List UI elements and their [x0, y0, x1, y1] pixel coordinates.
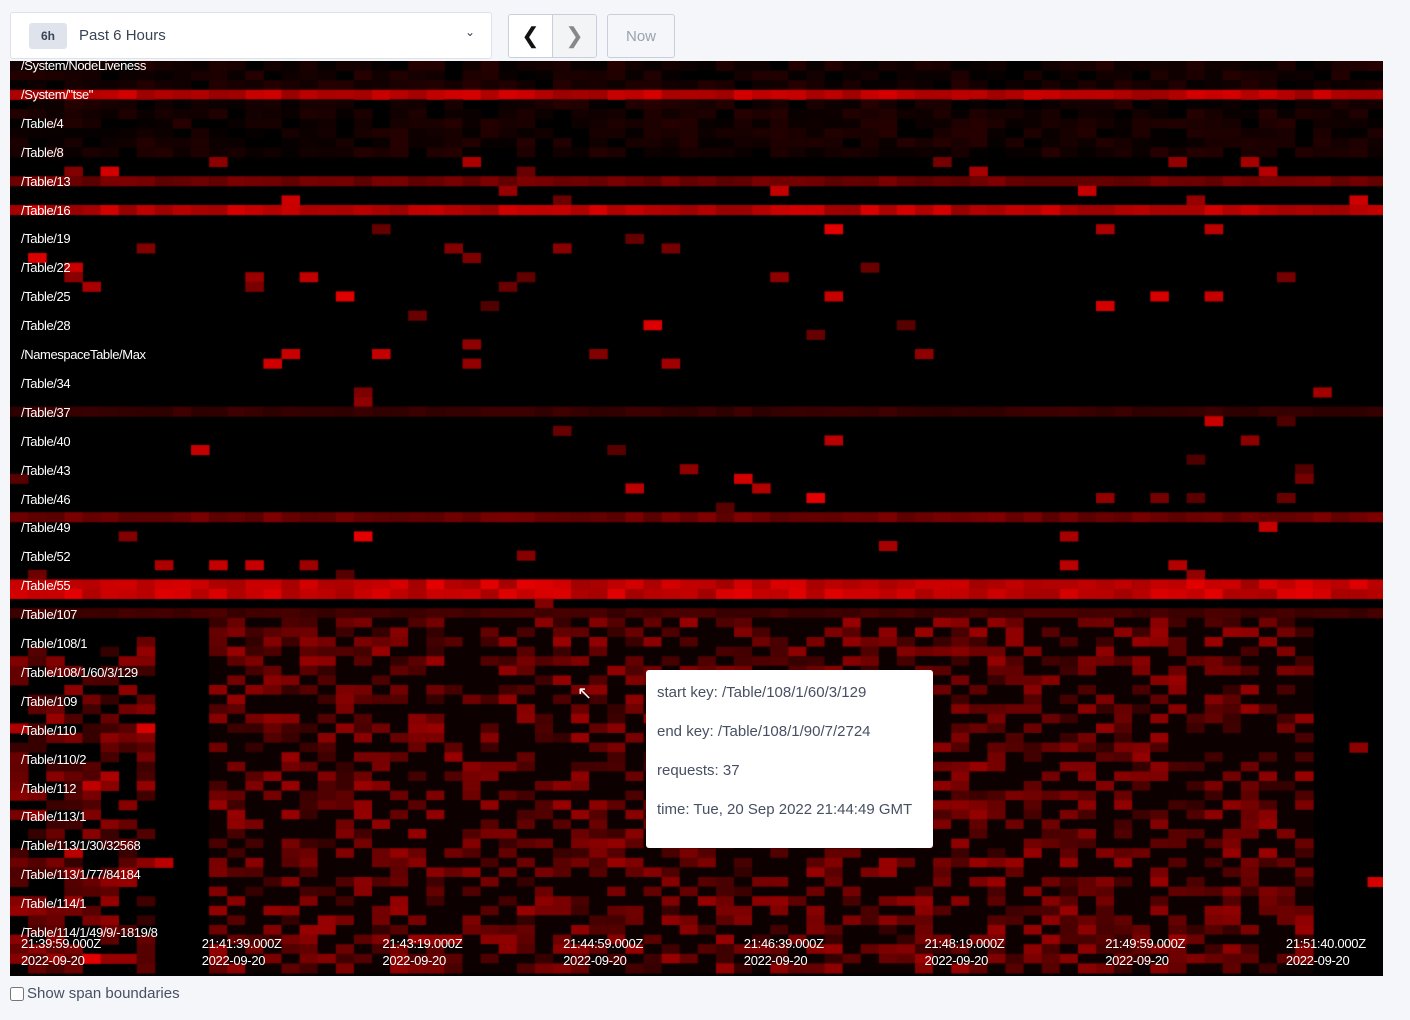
chevron-down-icon: ⌄ [464, 25, 475, 39]
key-label: /Table/8 [21, 144, 64, 160]
time-label-date: 2022-09-20 [743, 953, 808, 968]
time-axis-label: 21:51:40.000Z 2022-09-20 [1286, 935, 1366, 969]
time-range-selector[interactable]: 6h Past 6 Hours ⌄ [10, 12, 492, 59]
time-axis-label: 21:41:39.000Z 2022-09-20 [202, 935, 282, 969]
key-label: /Table/110/2 [21, 751, 87, 767]
time-axis-label: 21:46:39.000Z 2022-09-20 [744, 935, 824, 969]
key-label: /Table/113/1 [21, 809, 87, 825]
key-label: /Table/4 [21, 115, 64, 131]
time-range-label: Past 6 Hours [79, 27, 166, 44]
chevron-left-icon: ❮ [521, 23, 540, 48]
key-label: /System/"tse" [21, 86, 93, 102]
key-label: /Table/112 [21, 780, 77, 796]
tooltip-start-key: start key: /Table/108/1/60/3/129 [657, 684, 867, 701]
key-label: /Table/13 [21, 173, 71, 189]
key-label: /Table/108/1/60/3/129 [21, 664, 138, 680]
time-label-time: 21:51:40.000Z [1285, 936, 1366, 951]
next-button[interactable]: ❯ [553, 15, 596, 57]
tooltip-time: time: Tue, 20 Sep 2022 21:44:49 GMT [657, 801, 913, 818]
chevron-right-icon: ❯ [565, 23, 584, 48]
time-label-date: 2022-09-20 [21, 953, 85, 968]
key-label: /System/NodeLiveness [21, 61, 146, 73]
previous-button[interactable]: ❮ [509, 15, 553, 57]
key-label: /Table/34 [21, 375, 71, 391]
time-label-time: 21:43:19.000Z [382, 936, 463, 951]
key-label: /Table/22 [21, 260, 71, 276]
key-label: /Table/19 [21, 231, 71, 247]
key-label: /Table/109 [21, 693, 77, 709]
time-label-date: 2022-09-20 [382, 953, 446, 968]
key-label: /Table/113/1/77/84184 [21, 867, 141, 883]
key-label: /Table/114/1 [21, 896, 87, 912]
key-label: /Table/49 [21, 520, 71, 536]
key-label: /NamespaceTable/Max [21, 347, 146, 362]
time-label-date: 2022-09-20 [924, 953, 989, 968]
time-label-time: 21:39:59.000Z [21, 936, 101, 951]
time-label-time: 21:48:19.000Z [924, 936, 1005, 951]
time-range-badge: 6h [29, 23, 67, 49]
key-label: /Table/114/1/49/9/-1819/8 [21, 925, 158, 940]
time-axis-label: 21:39:59.000Z 2022-09-20 [21, 935, 101, 969]
tooltip-requests: requests: 37 [657, 762, 740, 779]
time-label-time: 21:44:59.000Z [563, 936, 644, 951]
mouse-cursor-icon: ↖ [577, 683, 593, 703]
key-label: /Table/46 [21, 491, 71, 507]
key-label: /Table/40 [21, 433, 71, 449]
show-span-boundaries-checkbox[interactable] [10, 986, 24, 1001]
tooltip: start key: /Table/108/1/60/3/129 end key… [646, 670, 933, 848]
time-axis-label: 21:49:59.000Z 2022-09-20 [1105, 935, 1185, 969]
key-label: /Table/52 [21, 549, 71, 565]
time-nav-group: ❮ ❯ [508, 14, 597, 58]
time-label-time: 21:49:59.000Z [1105, 936, 1186, 951]
key-label: /Table/25 [21, 289, 71, 305]
time-label-date: 2022-09-20 [563, 953, 627, 968]
time-axis-label: 21:43:19.000Z 2022-09-20 [382, 935, 462, 969]
time-label-date: 2022-09-20 [1285, 953, 1350, 968]
key-label: /Table/110 [21, 722, 77, 738]
show-span-boundaries[interactable]: Show span boundaries [10, 985, 180, 1002]
tooltip-end-key: end key: /Table/108/1/90/7/2724 [657, 723, 871, 740]
key-label: /Table/43 [21, 462, 71, 478]
now-button[interactable]: Now [607, 14, 675, 58]
key-label: /Table/108/1 [21, 636, 88, 651]
key-label: /Table/37 [21, 404, 71, 420]
key-label: /Table/28 [21, 318, 71, 334]
key-label: /Table/55 [21, 578, 71, 594]
key-visualizer-heatmap[interactable]: /System/NodeLiveness/System/"tse" /Table/… [10, 61, 1383, 976]
time-label-date: 2022-09-20 [201, 953, 266, 968]
key-label: /Table/113/1/30/32568 [21, 838, 141, 854]
key-label: /Table/107 [21, 607, 77, 623]
time-axis-label: 21:48:19.000Z 2022-09-20 [925, 935, 1005, 969]
time-label-time: 21:41:39.000Z [201, 936, 282, 951]
time-axis-label: 21:44:59.000Z 2022-09-20 [563, 935, 643, 969]
time-label-date: 2022-09-20 [1105, 953, 1169, 968]
key-label: /Table/16 [21, 202, 71, 218]
show-span-boundaries-label: Show span boundaries [27, 985, 180, 1002]
time-label-time: 21:46:39.000Z [743, 936, 824, 951]
